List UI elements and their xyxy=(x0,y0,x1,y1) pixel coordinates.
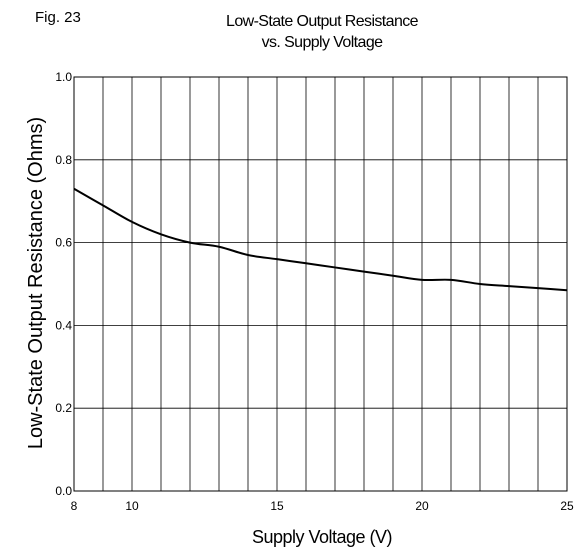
plot-frame xyxy=(73,76,568,492)
x-tick-labels: 8 10 15 20 25 xyxy=(71,499,574,513)
x-axis-label: Supply Voltage (V) xyxy=(252,527,392,547)
chart-subtitle: vs. Supply Voltage xyxy=(262,34,384,51)
x-tick-label: 25 xyxy=(560,499,574,513)
y-tick-label: 1.0 xyxy=(55,70,72,84)
series-layer xyxy=(73,187,568,292)
grid xyxy=(74,77,567,491)
x-tick-label: 20 xyxy=(415,499,429,513)
y-tick-label: 0.8 xyxy=(55,153,72,167)
y-tick-label: 0.2 xyxy=(55,401,72,415)
x-tick-label: 15 xyxy=(270,499,284,513)
y-tick-label: 0.6 xyxy=(55,236,72,250)
figure-label: Fig. 23 xyxy=(35,9,81,26)
y-tick-labels: 0.0 0.2 0.4 0.6 0.8 1.0 xyxy=(55,70,72,498)
y-tick-label: 0.4 xyxy=(55,318,72,332)
y-tick-label: 0.0 xyxy=(55,484,72,498)
series-line xyxy=(73,187,568,292)
x-tick-label: 10 xyxy=(125,499,139,513)
x-tick-label: 8 xyxy=(71,499,78,513)
y-axis-label: Low-State Output Resistance (Ohms) xyxy=(25,117,47,449)
chart-title: Low-State Output Resistance xyxy=(226,13,419,30)
